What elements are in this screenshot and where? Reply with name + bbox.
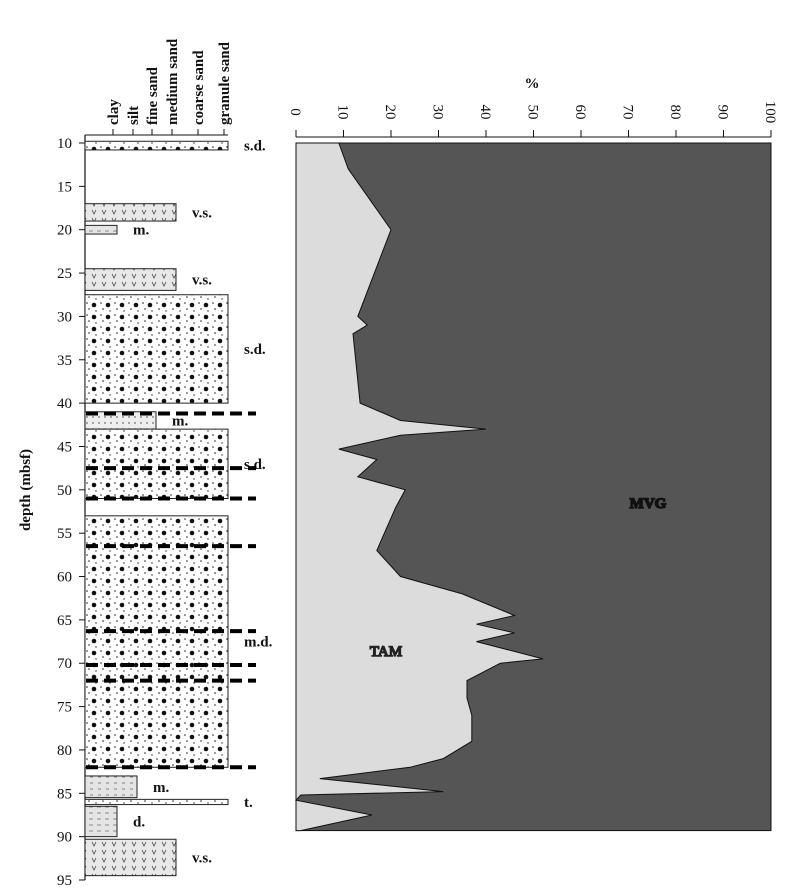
unit-label: s.d. [244,457,266,473]
figure: depth (mbsf) % 10 15 20 25 30 35 40 45 50 55 60 65 7… [0,0,790,890]
unit-label: m. [172,413,188,429]
log-unit [85,429,228,498]
y-tick-label: 20 [57,223,72,239]
log-unit [85,141,228,150]
unit-label: m. [133,223,149,239]
unit-label: v.s. [192,850,212,866]
tam-label: TAM [370,644,402,660]
unit-label: t. [244,795,253,811]
x-tick-label: 40 [477,105,493,120]
log-unit [85,776,137,798]
y-tick-label: 70 [57,656,72,672]
y-tick-label: 35 [57,353,72,369]
mvg-label: MVG [630,496,667,512]
x-tick-label: 50 [525,105,541,120]
log-unit [85,806,117,836]
y-tick-label: 40 [57,396,72,412]
x-tick-label: 80 [667,105,683,120]
y-tick-label: 90 [57,830,72,846]
grain-size-label: clay [106,99,122,125]
unit-label: d. [133,814,145,830]
x-axis-title: % [525,76,540,92]
grain-size-label: silt [126,106,142,125]
grain-size-label: fine sand [145,66,161,125]
y-tick-label: 65 [57,613,72,629]
y-tick-label: 80 [57,743,72,759]
y-tick-label: 15 [57,179,72,195]
x-tick-label: 10 [335,105,351,120]
y-tick-label: 45 [57,439,72,455]
grain-size-label: medium sand [165,38,181,125]
log-unit [85,799,228,804]
grain-size-label: coarse sand [191,50,207,125]
unit-label: v.s. [192,205,212,221]
y-axis-title: depth (mbsf) [18,449,34,531]
x-tick-label: 70 [620,105,636,120]
y-tick-label: 10 [57,136,72,152]
grain-size-label: granule sand [217,41,233,125]
y-tick-label: 55 [57,526,72,542]
log-unit [85,516,228,767]
unit-label: s.d. [244,139,266,155]
log-unit [85,204,176,221]
x-tick-label: 100 [762,101,778,124]
y-tick-label: 25 [57,266,72,282]
log-unit [85,225,117,234]
y-tick-label: 50 [57,483,72,499]
x-tick-label: 20 [382,105,398,120]
y-tick-label: 60 [57,570,72,586]
x-tick-label: 30 [430,105,446,120]
y-tick-label: 75 [57,700,72,716]
x-tick-label: 0 [287,108,303,116]
unit-label: s.d. [244,342,266,358]
unit-label: m.d. [244,635,273,651]
log-unit [85,295,228,403]
y-tick-label: 85 [57,786,72,802]
y-tick-label: 95 [57,873,72,889]
x-tick-label: 60 [572,105,588,120]
unit-label: m. [153,780,169,796]
log-unit [85,839,176,875]
log-unit [85,269,176,291]
y-tick-label: 30 [57,309,72,325]
x-tick-label: 90 [715,105,731,120]
unit-label: v.s. [192,273,212,289]
